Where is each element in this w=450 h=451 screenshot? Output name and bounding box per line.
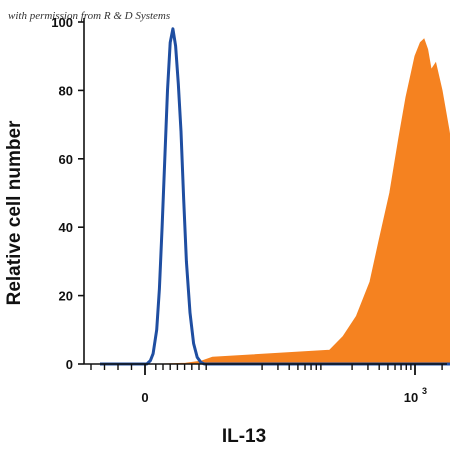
y-tick-label: 40: [59, 220, 73, 235]
x-axis-title: IL-13: [222, 426, 266, 447]
y-tick-label: 80: [59, 83, 73, 98]
x-tick-exponent: 3: [422, 386, 427, 396]
x-tick-label: 0: [141, 390, 148, 405]
y-axis-title: Relative cell number: [4, 120, 25, 305]
x-tick-label: 10: [404, 390, 418, 405]
y-tick-label: 100: [51, 15, 73, 30]
watermark: with permission from R & D Systems: [8, 10, 170, 22]
y-tick-label: 60: [59, 152, 73, 167]
x-ticks: 0103104105: [90, 364, 443, 405]
series-0-line: [100, 27, 450, 366]
series-layer: [100, 27, 450, 366]
y-tick-label: 20: [59, 289, 73, 304]
y-tick-label: 0: [66, 357, 73, 372]
series-1-area: [162, 38, 450, 365]
y-ticks: 0 20 40 60 80 100: [51, 15, 84, 372]
